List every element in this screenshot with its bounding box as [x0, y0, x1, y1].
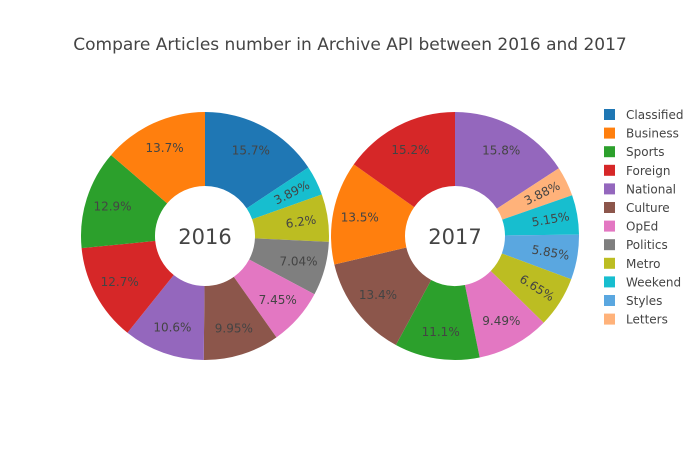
legend-swatch-politics: [604, 239, 615, 251]
pie-2016-slice-foreign[interactable]: [81, 240, 174, 333]
pie-2017: 15.8%3.88%5.15%5.85%6.65%9.49%11.1%13.4%…: [331, 112, 579, 360]
legend-item-politics[interactable]: Politics: [604, 238, 668, 252]
pie-2016-label-national: 10.6%: [153, 320, 191, 334]
legend-swatch-national: [604, 183, 615, 195]
pie-2016-slice-classified[interactable]: [205, 112, 309, 209]
pie-2017-label-foreign: 15.2%: [391, 143, 429, 157]
pie-2016-slice-oped[interactable]: [233, 259, 315, 338]
legend-item-national[interactable]: National: [604, 182, 676, 196]
pie-2017-slice-weekend[interactable]: [502, 195, 579, 236]
legend-label-sports: Sports: [626, 145, 664, 159]
legend-label-styles: Styles: [626, 294, 662, 308]
pie-2017-label-business: 13.5%: [341, 211, 379, 225]
pie-2016-slice-sports[interactable]: [81, 155, 168, 249]
pie-center-label-2016: 2016: [178, 225, 231, 249]
legend-item-oped[interactable]: OpEd: [604, 220, 658, 234]
legend-item-weekend[interactable]: Weekend: [604, 275, 681, 289]
legend-swatch-classified: [604, 109, 615, 120]
pie-2016-slice-business[interactable]: [111, 112, 205, 204]
legend-item-styles[interactable]: Styles: [604, 294, 662, 308]
legend-swatch-styles: [604, 295, 615, 306]
pie-2016-label-foreign: 12.7%: [101, 275, 139, 289]
pie-2016-slice-national[interactable]: [127, 275, 205, 360]
pie-2017-slice-culture[interactable]: [334, 247, 432, 346]
legend-item-metro[interactable]: Metro: [604, 257, 660, 271]
legend-label-oped: OpEd: [626, 220, 658, 234]
pie-center-label-2017: 2017: [428, 225, 481, 249]
pie-2017-label-national: 15.8%: [482, 144, 520, 158]
pie-2016-slice-weekend[interactable]: [246, 167, 322, 220]
pie-2017-label-weekend: 5.15%: [531, 209, 571, 229]
legend-swatch-oped: [604, 220, 615, 232]
pie-2016-label-oped: 7.45%: [259, 293, 297, 307]
legend-swatch-weekend: [604, 276, 615, 288]
pie-2017-label-styles: 5.85%: [531, 242, 571, 262]
pie-2017-slice-national[interactable]: [455, 112, 559, 209]
legend-label-metro: Metro: [626, 257, 660, 271]
legend-item-business[interactable]: Business: [604, 127, 679, 141]
pie-2016-label-politics: 7.04%: [279, 255, 317, 269]
pie-2016-label-metro: 6.2%: [285, 213, 317, 231]
pie-2016-slice-culture[interactable]: [203, 276, 277, 360]
pie-2017-slice-sports[interactable]: [395, 279, 480, 360]
legend-swatch-sports: [604, 146, 615, 158]
legend-label-foreign: Foreign: [626, 164, 670, 178]
legend-label-business: Business: [626, 127, 679, 141]
legend-label-national: National: [626, 182, 676, 196]
chart-title: Compare Articles number in Archive API b…: [73, 35, 627, 55]
legend-label-culture: Culture: [626, 201, 670, 215]
legend-item-foreign[interactable]: Foreign: [604, 164, 670, 178]
pie-2017-slice-metro[interactable]: [490, 253, 572, 323]
legend-swatch-business: [604, 127, 615, 139]
pies-layer: 15.7%3.89%6.2%7.04%7.45%9.95%10.6%12.7%1…: [81, 112, 579, 360]
pie-2017-slice-letters[interactable]: [496, 168, 573, 220]
legend-swatch-metro: [604, 257, 615, 269]
legend-label-letters: Letters: [626, 313, 668, 327]
legend-swatch-letters: [604, 313, 615, 325]
pie-2016-slice-politics[interactable]: [249, 238, 329, 295]
pie-2017-slice-foreign[interactable]: [353, 112, 455, 208]
legend-item-classified[interactable]: Classified: [604, 108, 683, 122]
pie-2017-label-oped: 9.49%: [482, 314, 520, 328]
legend: Classified Business Sports Foreign National C…: [604, 108, 683, 327]
pie-2016-slice-metro[interactable]: [252, 194, 330, 242]
pie-2017-slice-business[interactable]: [331, 164, 415, 265]
pie-2017-label-sports: 11.1%: [422, 325, 460, 339]
pie-2016-label-classified: 15.7%: [232, 144, 270, 158]
pie-2016-label-sports: 12.9%: [93, 200, 131, 214]
legend-item-culture[interactable]: Culture: [604, 201, 670, 215]
pie-2017-slice-oped[interactable]: [464, 270, 544, 358]
legend-label-politics: Politics: [626, 238, 668, 252]
legend-item-sports[interactable]: Sports: [604, 145, 664, 159]
pie-2016-label-business: 13.7%: [146, 141, 184, 155]
pie-2016-label-culture: 9.95%: [215, 322, 253, 336]
pie-2017-label-culture: 13.4%: [359, 288, 397, 302]
legend-swatch-culture: [604, 202, 615, 213]
legend-swatch-foreign: [604, 164, 615, 176]
pie-2017-slice-styles[interactable]: [501, 234, 579, 280]
legend-label-weekend: Weekend: [626, 275, 681, 289]
pie-2016: 15.7%3.89%6.2%7.04%7.45%9.95%10.6%12.7%1…: [81, 112, 330, 360]
legend-label-classified: Classified: [626, 108, 683, 122]
legend-item-letters[interactable]: Letters: [604, 313, 668, 327]
